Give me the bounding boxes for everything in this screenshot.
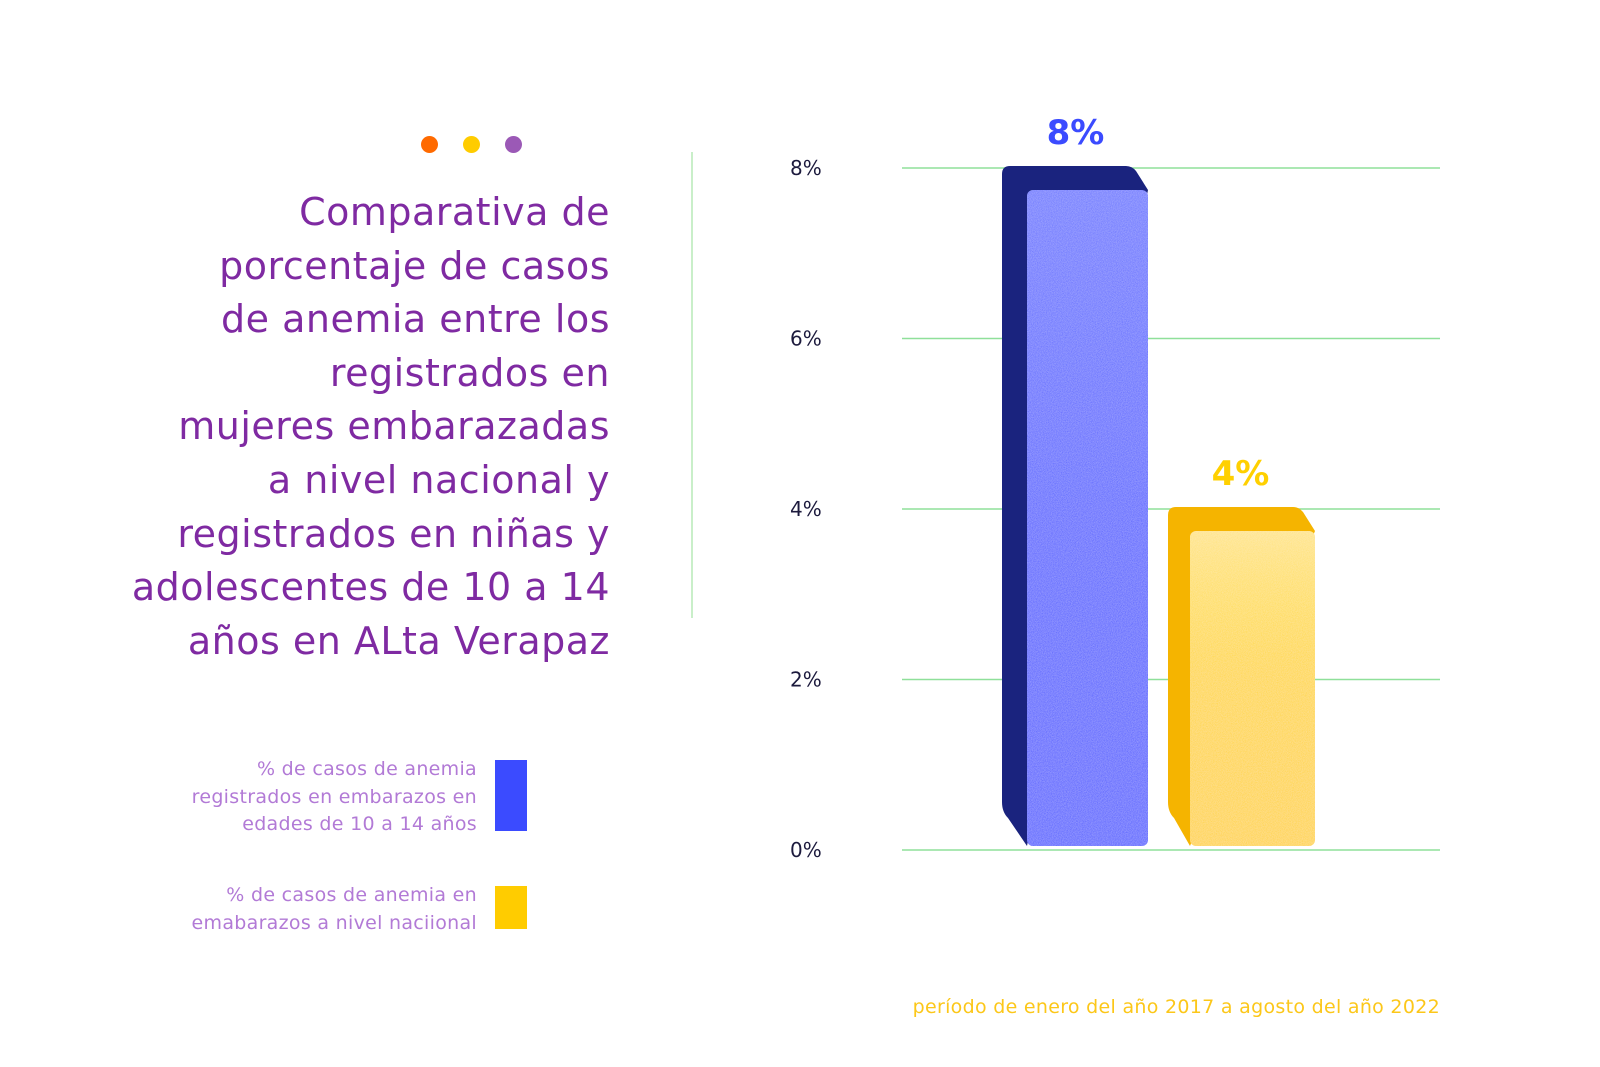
legend-text-line: % de casos de anemia bbox=[256, 758, 477, 780]
y-tick-label: 4% bbox=[790, 497, 822, 521]
legend-swatch-blue bbox=[495, 760, 527, 831]
legend-item-blue: % de casos de anemia registrados en emba… bbox=[192, 756, 477, 839]
yellow-dot-icon bbox=[463, 136, 480, 153]
legend-text-line: emabarazos a nivel naciional bbox=[191, 911, 477, 934]
title-line: Comparativa de bbox=[299, 190, 610, 234]
bar-yellow bbox=[1190, 531, 1315, 846]
title-line: a nivel nacional y bbox=[267, 457, 610, 502]
orange-dot-icon bbox=[421, 136, 438, 153]
title-line: de anemia entre los bbox=[221, 297, 610, 342]
vertical-divider bbox=[691, 152, 693, 618]
bar-blue bbox=[1027, 190, 1148, 846]
title-line: registrados en bbox=[329, 350, 610, 395]
title-line: registrados en niñas y bbox=[177, 511, 610, 556]
bar-value-label: 4% bbox=[1212, 454, 1270, 494]
bar-value-label: 8% bbox=[1047, 113, 1105, 153]
legend-swatch-yellow bbox=[495, 886, 527, 929]
period-note: período de enero del año 2017 a agosto d… bbox=[912, 996, 1440, 1018]
legend-text-line: % de casos de anemia en bbox=[226, 884, 477, 906]
title-line: adolescentes de 10 a 14 bbox=[131, 565, 610, 610]
y-tick-label: 8% bbox=[790, 156, 822, 180]
y-tick-label: 0% bbox=[790, 838, 822, 862]
legend-text-line: registrados en embarazos en bbox=[191, 785, 477, 808]
y-tick-label: 2% bbox=[790, 668, 822, 692]
legend-item-yellow: % de casos de anemia en emabarazos a niv… bbox=[192, 882, 477, 937]
y-tick-label: 6% bbox=[790, 327, 822, 351]
title-line: años en ALta Verapaz bbox=[187, 618, 610, 663]
title-line: porcentaje de casos bbox=[219, 243, 610, 288]
decorative-dots bbox=[421, 136, 531, 156]
chart-title: Comparativa de porcentaje de casos de an… bbox=[90, 186, 610, 668]
legend-text-line: edades de 10 a 14 años bbox=[242, 813, 477, 835]
purple-dot-icon bbox=[505, 136, 522, 153]
title-line: mujeres embarazadas bbox=[178, 404, 610, 449]
